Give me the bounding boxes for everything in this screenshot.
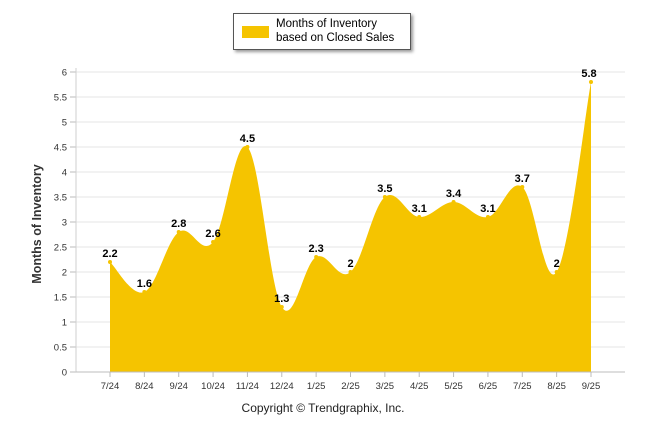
y-axis-title: Months of Inventory — [30, 164, 44, 283]
data-point — [589, 80, 593, 84]
data-point — [314, 255, 319, 259]
y-tick-label: 4.5 — [54, 143, 67, 154]
y-tick-label: 5.5 — [54, 93, 67, 104]
data-label: 3.7 — [515, 173, 530, 185]
data-point — [142, 290, 147, 294]
data-label: 2.3 — [308, 243, 323, 255]
data-point — [279, 305, 284, 309]
x-tick-label: 2/25 — [341, 381, 360, 392]
data-label: 5.8 — [581, 68, 596, 80]
y-tick-label: 1 — [62, 318, 67, 329]
x-tick-label: 7/24 — [101, 381, 120, 392]
data-point — [554, 270, 559, 274]
data-label: 4.5 — [240, 133, 255, 145]
data-label: 2 — [554, 258, 560, 270]
legend-label: Months of Inventory based on Closed Sale… — [276, 18, 395, 44]
x-tick-label: 9/25 — [582, 381, 601, 392]
axes: 0 0.5 1 1.5 2 2.5 3 3.5 4 4.5 5 5.5 6 7/24 8/24 9/24 10/… — [54, 68, 625, 392]
data-label: 2.2 — [102, 248, 117, 260]
x-tick-label: 1/25 — [307, 381, 326, 392]
y-tick-label: 0.5 — [54, 343, 67, 354]
area-fill — [110, 82, 591, 372]
data-labels: 2.2 1.6 2.8 2.6 4.5 1.3 2.3 2 3.5 3.1 3.4 3.1 3.7 2 5.… — [102, 68, 597, 309]
y-tick-label: 3 — [62, 218, 67, 229]
data-label: 3.4 — [446, 188, 462, 200]
data-point — [348, 270, 353, 274]
data-point — [451, 200, 456, 204]
data-label: 2.6 — [205, 228, 220, 240]
data-point — [108, 260, 112, 264]
data-point — [417, 215, 422, 219]
x-tick-label: 12/24 — [270, 381, 294, 392]
y-tick-label: 5 — [62, 118, 67, 129]
x-tick-label: 11/24 — [236, 381, 259, 392]
x-tick-label: 7/25 — [513, 381, 532, 392]
data-point — [176, 230, 181, 234]
x-tick-label: 3/25 — [376, 381, 395, 392]
data-label: 1.6 — [137, 278, 152, 290]
x-tick-label: 8/24 — [135, 381, 154, 392]
data-point — [382, 195, 387, 199]
data-label: 3.5 — [377, 183, 392, 195]
data-label: 2.8 — [171, 218, 186, 230]
x-tick-label: 10/24 — [201, 381, 225, 392]
x-tick-label: 9/24 — [169, 381, 188, 392]
data-label: 2 — [347, 258, 353, 270]
data-point — [245, 145, 250, 149]
x-tick-label: 4/25 — [410, 381, 429, 392]
copyright-text: Copyright © Trendgraphix, Inc. — [241, 401, 405, 415]
y-tick-label: 3.5 — [54, 193, 67, 204]
data-label: 1.3 — [274, 293, 289, 305]
x-tick-label: 8/25 — [547, 381, 566, 392]
data-point — [520, 185, 525, 189]
y-tick-label: 2.5 — [54, 243, 67, 254]
data-point — [211, 240, 216, 244]
y-tick-label: 6 — [62, 68, 67, 79]
legend: Months of Inventory based on Closed Sale… — [233, 13, 411, 50]
y-tick-label: 1.5 — [54, 293, 67, 304]
data-point — [485, 215, 490, 219]
data-label: 3.1 — [480, 203, 495, 215]
x-tick-label: 5/25 — [444, 381, 463, 392]
x-tick-label: 6/25 — [479, 381, 498, 392]
area-series — [110, 82, 591, 372]
y-tick-label: 4 — [62, 168, 67, 179]
legend-swatch — [242, 26, 269, 38]
y-tick-label: 0 — [62, 368, 67, 379]
y-tick-label: 2 — [62, 268, 67, 279]
data-label: 3.1 — [412, 203, 427, 215]
